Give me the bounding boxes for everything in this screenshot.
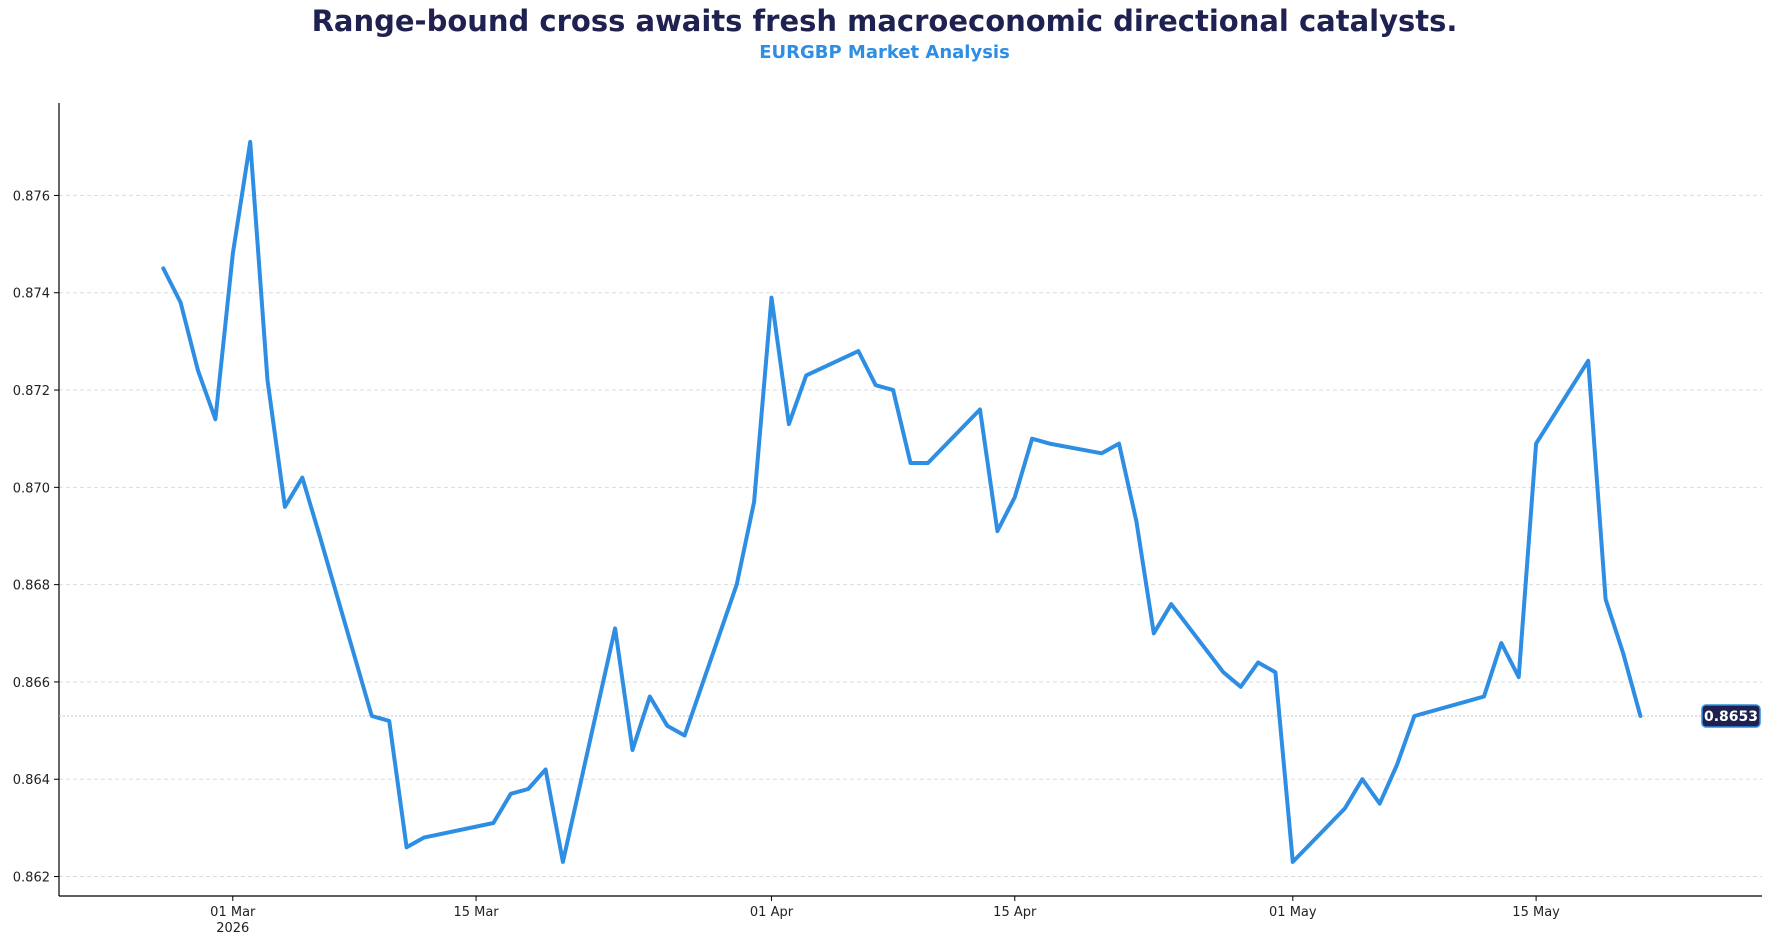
data-point [995, 529, 999, 533]
data-point [613, 626, 617, 630]
data-point [665, 724, 669, 728]
y-tick-label: 0.862 [13, 871, 50, 886]
x-tick-label: 01 Apr [750, 905, 794, 920]
data-point [1117, 442, 1121, 446]
data-point [1534, 442, 1538, 446]
data-point [891, 388, 895, 392]
y-tick-label: 0.870 [13, 481, 50, 496]
data-point [1499, 641, 1503, 645]
data-point [1378, 802, 1382, 806]
y-tick-label: 0.872 [13, 384, 50, 399]
data-point [1291, 860, 1295, 864]
data-point [1169, 602, 1173, 606]
data-point [770, 296, 774, 300]
chart-subtitle: EURGBP Market Analysis [759, 42, 1010, 63]
data-point [1586, 359, 1590, 363]
data-point [405, 845, 409, 849]
data-point [509, 792, 513, 796]
chart-title: Range-bound cross awaits fresh macroecon… [311, 4, 1458, 38]
data-point [1465, 699, 1469, 703]
data-point [318, 534, 322, 538]
data-point [213, 417, 217, 421]
data-point [752, 500, 756, 504]
data-point [1360, 777, 1364, 781]
x-tick-label: 15 May [1512, 905, 1560, 920]
series-line [161, 139, 1643, 864]
data-point [179, 301, 183, 305]
last-value-badge-box [1701, 704, 1761, 728]
data-point [909, 461, 913, 465]
data-point [300, 476, 304, 480]
data-point [856, 349, 860, 353]
data-point [683, 734, 687, 738]
data-point [422, 836, 426, 840]
data-point [1395, 763, 1399, 767]
axes [58, 103, 1762, 897]
data-point [248, 140, 252, 144]
data-point [526, 787, 530, 791]
data-point [161, 266, 165, 270]
x-tick-label: 15 Apr [993, 905, 1037, 920]
x-tick-label: 15 Mar [453, 905, 499, 920]
data-point [387, 719, 391, 723]
data-point [1152, 631, 1156, 635]
y-tick-label: 0.866 [13, 676, 50, 691]
data-point [1412, 714, 1416, 718]
data-point [266, 378, 270, 382]
data-point [978, 408, 982, 412]
data-point [1517, 675, 1521, 679]
data-point [1048, 442, 1052, 446]
data-point [926, 461, 930, 465]
data-point [1482, 695, 1486, 699]
x-tick-sublabel: 2026 [216, 921, 249, 936]
data-point [1273, 670, 1277, 674]
data-point [1638, 714, 1642, 718]
data-point [196, 369, 200, 373]
data-point [1239, 685, 1243, 689]
data-point [1256, 661, 1260, 665]
data-point [1221, 670, 1225, 674]
data-point [1343, 806, 1347, 810]
y-ticks: 0.862 0.864 0.866 0.868 0.870 0.872 0.874 0.876 [13, 189, 59, 886]
data-point [231, 252, 235, 256]
y-tick-label: 0.868 [13, 579, 50, 594]
data-point [631, 748, 635, 752]
data-point [283, 505, 287, 509]
gridlines [59, 194, 1762, 878]
data-point [804, 373, 808, 377]
last-value-badge: 0.8653 [1701, 704, 1761, 728]
data-point [1013, 495, 1017, 499]
data-point [874, 383, 878, 387]
data-point [1621, 651, 1625, 655]
y-tick-label: 0.864 [13, 773, 50, 788]
data-point [648, 695, 652, 699]
data-point [1100, 451, 1104, 455]
data-point [561, 860, 565, 864]
data-point [491, 821, 495, 825]
data-point [735, 583, 739, 587]
y-tick-label: 0.874 [13, 287, 50, 302]
x-tick-label: 01 Mar [210, 905, 256, 920]
x-tick-label: 01 May [1269, 905, 1317, 920]
data-point [1030, 437, 1034, 441]
data-point [1134, 519, 1138, 523]
y-tick-label: 0.876 [13, 189, 50, 204]
data-point [787, 422, 791, 426]
data-points [161, 140, 1642, 864]
data-point [1604, 597, 1608, 601]
data-point [544, 768, 548, 772]
last-value-label: 0.8653 [1704, 709, 1758, 725]
data-point [370, 714, 374, 718]
